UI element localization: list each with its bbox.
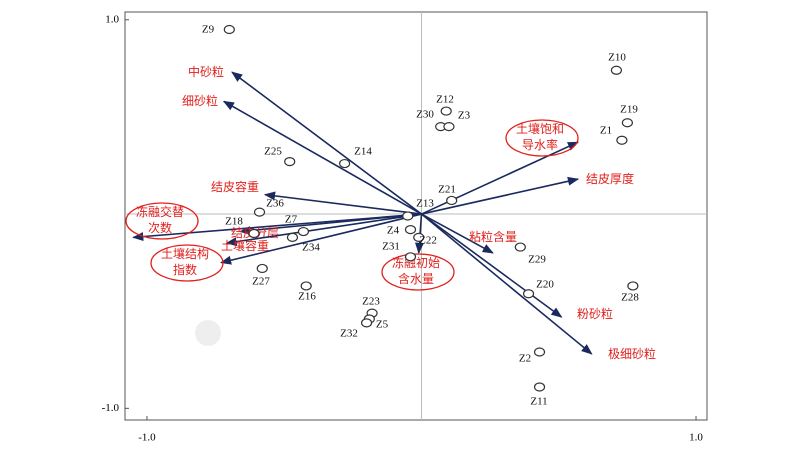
arrow-label: 冻融交替 xyxy=(136,204,184,219)
site-label: Z28 xyxy=(621,292,639,304)
arrow-label: 细砂粒 xyxy=(182,93,218,108)
site-point xyxy=(297,226,310,237)
arrow-label: 土壤容重 xyxy=(221,238,269,253)
site-point xyxy=(248,228,260,239)
site-point xyxy=(533,382,546,392)
site-point xyxy=(300,281,312,291)
loading-arrow xyxy=(421,141,579,215)
site-point xyxy=(627,281,639,291)
plot-frame xyxy=(124,11,708,421)
site-label: Z30 xyxy=(416,109,434,121)
site-label: Z1 xyxy=(600,125,612,137)
loading-arrow xyxy=(421,176,580,215)
arrow-label: 含水量 xyxy=(398,271,434,286)
site-point xyxy=(284,157,296,167)
site-point xyxy=(616,135,628,145)
site-point xyxy=(404,225,417,235)
highlight-ellipse xyxy=(150,244,224,282)
loading-arrow xyxy=(421,213,494,254)
site-label: Z22 xyxy=(419,235,437,247)
arrow-label: 土壤饱和 xyxy=(516,121,564,136)
loading-arrow xyxy=(231,71,422,215)
y-tick-label: 1.0 xyxy=(105,13,119,25)
arrow-label: 结皮厚度 xyxy=(586,171,634,186)
site-label: Z21 xyxy=(438,184,456,196)
site-label: Z32 xyxy=(340,328,358,340)
site-label: Z31 xyxy=(382,241,400,253)
site-label: Z16 xyxy=(298,291,316,303)
site-label: Z3 xyxy=(458,110,471,122)
site-label: Z4 xyxy=(387,225,400,237)
loading-arrow xyxy=(421,213,563,318)
site-label: Z29 xyxy=(528,254,546,266)
site-label: Z9 xyxy=(202,24,215,36)
x-tick-label: -1.0 xyxy=(138,432,156,444)
site-point xyxy=(223,24,235,35)
site-point xyxy=(413,232,425,242)
site-label: Z14 xyxy=(354,146,372,158)
y-tick-label: -1.0 xyxy=(102,402,120,414)
site-point xyxy=(522,289,535,299)
highlight-ellipse xyxy=(125,202,199,240)
site-label: Z2 xyxy=(519,353,531,365)
site-point xyxy=(446,195,458,206)
arrow-label: 粘粒含量 xyxy=(469,229,517,244)
site-point xyxy=(610,65,623,75)
site-label: Z19 xyxy=(620,104,638,116)
arrow-label: 粉砂粒 xyxy=(577,306,613,321)
arrow-label: 土壤结构 xyxy=(161,246,209,261)
arrow-label: 冻融初始 xyxy=(392,255,440,270)
site-label: Z23 xyxy=(362,296,380,308)
site-label: Z18 xyxy=(225,216,243,228)
site-label: Z27 xyxy=(252,276,270,288)
site-point xyxy=(286,232,299,242)
site-point xyxy=(514,242,526,252)
site-label: Z36 xyxy=(266,198,284,210)
site-point xyxy=(404,252,417,262)
decoration xyxy=(195,320,221,346)
x-tick-label: 1.0 xyxy=(689,432,703,444)
loading-arrow xyxy=(222,100,422,215)
arrow-label: 导水率 xyxy=(522,137,558,152)
site-label: Z20 xyxy=(536,279,554,291)
site-label: Z13 xyxy=(416,198,434,210)
arrow-label: 中砂粒 xyxy=(188,64,224,79)
arrow-label: 结皮容重 xyxy=(211,179,259,194)
site-point xyxy=(253,207,266,217)
loading-arrow xyxy=(239,213,422,236)
highlight-ellipse xyxy=(505,119,579,157)
site-label: Z10 xyxy=(608,52,626,64)
loading-arrow xyxy=(420,213,593,355)
arrow-label: 指数 xyxy=(173,262,197,277)
site-point xyxy=(339,158,351,169)
site-point xyxy=(443,122,455,132)
loading-arrow xyxy=(263,191,422,215)
site-label: Z25 xyxy=(264,146,282,158)
site-label: Z11 xyxy=(530,396,547,408)
site-point xyxy=(621,118,633,128)
site-label: Z7 xyxy=(285,214,298,226)
site-point xyxy=(440,106,452,116)
loading-arrow xyxy=(219,213,422,265)
arrow-label: 次数 xyxy=(148,220,172,235)
site-label: Z5 xyxy=(376,319,389,331)
site-point xyxy=(256,263,268,274)
arrow-label: 极细砂粒 xyxy=(608,346,656,361)
site-point xyxy=(533,347,546,357)
site-label: Z12 xyxy=(436,94,454,106)
site-point xyxy=(360,318,373,328)
loading-arrow xyxy=(225,213,422,247)
site-point xyxy=(402,211,414,221)
highlight-ellipse xyxy=(381,253,455,291)
site-label: Z34 xyxy=(302,242,320,254)
